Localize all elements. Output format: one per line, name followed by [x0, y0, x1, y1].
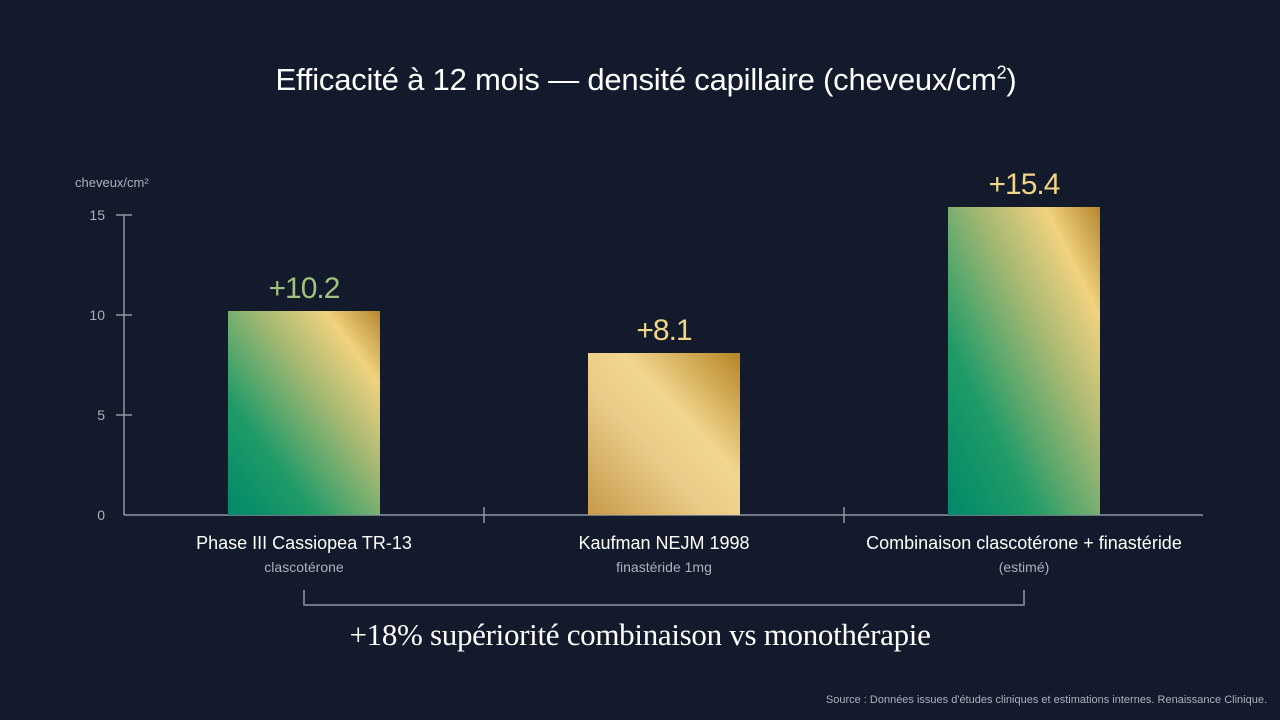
category-label: Kaufman NEJM 1998 [578, 533, 749, 553]
bar-value-label: +10.2 [269, 272, 340, 305]
bar [228, 311, 380, 515]
bar [588, 353, 740, 515]
category-label: Phase III Cassiopea TR-13 [196, 533, 412, 553]
y-tick-label: 15 [89, 207, 105, 223]
y-tick-label: 5 [97, 407, 105, 423]
y-axis-unit-label: cheveux/cm² [75, 175, 149, 190]
chart-title: Efficacité à 12 mois — densité capillair… [275, 62, 1017, 97]
category-sublabel: (estimé) [999, 559, 1050, 575]
category-sublabel: finastéride 1mg [616, 559, 712, 575]
comparison-bracket [303, 590, 1025, 606]
category-label: Combinaison clascotérone + finastéride [866, 533, 1182, 553]
source-note: Source : Données issues d'études cliniqu… [825, 694, 1267, 706]
bar [948, 207, 1100, 515]
bar-value-label: +8.1 [636, 314, 692, 347]
category-sublabel: clascotérone [264, 559, 344, 575]
comparison-callout: +18% supériorité combinaison vs monothér… [349, 617, 931, 652]
bar-value-label: +15.4 [989, 168, 1060, 201]
y-tick-label: 0 [97, 507, 105, 523]
y-tick-label: 10 [89, 307, 105, 323]
